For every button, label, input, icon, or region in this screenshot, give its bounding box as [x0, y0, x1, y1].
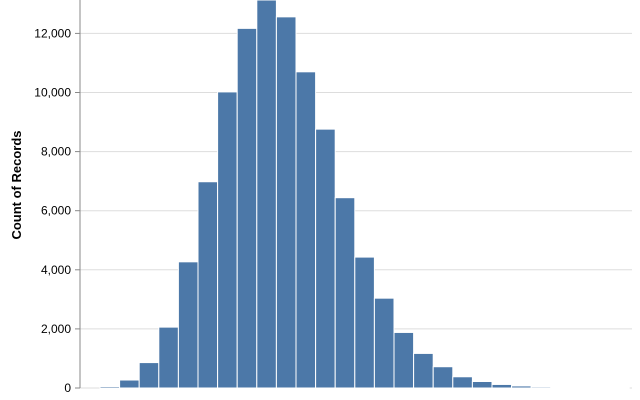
histogram-bar — [413, 352, 434, 389]
y-tick-label: 8,000 — [41, 145, 71, 159]
histogram-bar — [217, 91, 238, 389]
histogram-bar — [393, 331, 415, 389]
y-tick-label: 10,000 — [34, 86, 71, 100]
histogram-bar — [99, 386, 121, 389]
histogram-bar — [511, 385, 532, 389]
histogram-bar — [315, 128, 336, 389]
histogram-bar — [550, 386, 571, 389]
y-axis-title: Count of Records — [9, 130, 24, 239]
histogram-bar — [295, 71, 317, 389]
histogram-bar — [275, 16, 297, 389]
y-axis: 0 2,000 4,000 6,000 8,000 10,000 12,000 — [34, 0, 81, 395]
histogram-bar — [177, 261, 199, 389]
histogram-bar — [256, 0, 277, 389]
histogram-bar — [197, 181, 219, 389]
histogram-bar — [119, 379, 140, 389]
y-tick-label: 6,000 — [41, 204, 71, 218]
y-tick-label: 2,000 — [41, 322, 71, 336]
histogram-bar — [373, 297, 395, 389]
histogram-bar — [138, 362, 160, 389]
histogram-bar — [530, 386, 552, 389]
y-tick-label: 12,000 — [34, 26, 71, 40]
bars — [99, 0, 630, 389]
histogram-bar — [158, 326, 179, 389]
y-tick-label: 4,000 — [41, 263, 71, 277]
histogram-bar — [471, 380, 493, 389]
histogram-bar — [354, 256, 375, 389]
histogram-bar — [236, 27, 258, 389]
histogram-bar — [452, 376, 473, 389]
histogram-bar — [334, 197, 356, 389]
y-tick-label: 0 — [64, 381, 71, 395]
histogram-bar — [432, 366, 454, 389]
histogram-bar — [491, 383, 513, 389]
